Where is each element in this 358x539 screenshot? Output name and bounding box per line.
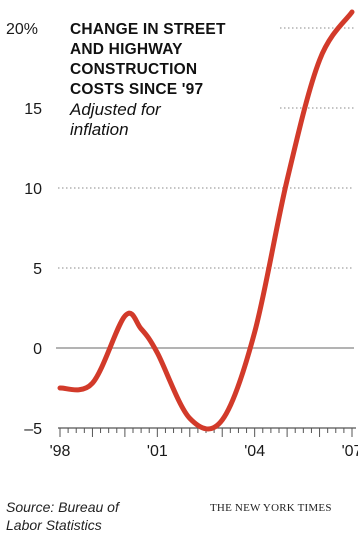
title-line: CHANGE IN STREET: [70, 21, 226, 38]
publisher-credit: THE NEW YORK TIMES: [210, 502, 332, 514]
y-tick-label: 15: [24, 101, 42, 118]
title-line: CONSTRUCTION: [70, 61, 198, 78]
y-tick-label: –5: [24, 421, 42, 438]
x-tick-label: '01: [147, 443, 168, 460]
title-line: AND HIGHWAY: [70, 41, 183, 58]
source-line: Labor Statistics: [6, 517, 102, 533]
y-tick-label: 0: [33, 341, 42, 358]
x-tick-label: '04: [244, 443, 265, 460]
y-tick-label: 10: [24, 181, 42, 198]
y-tick-label: 20%: [6, 21, 38, 38]
y-axis-ticks: 20% 15 10 5 0 –5: [6, 21, 42, 438]
x-axis-ticks: '98 '01 '04 '07: [50, 428, 358, 460]
subtitle-line: Adjusted for: [70, 100, 161, 119]
chart-subtitle: Adjusted for inflation: [70, 100, 250, 140]
x-tick-label: '98: [50, 443, 71, 460]
source-note: Source: Bureau of Labor Statistics: [6, 498, 176, 534]
subtitle-line: inflation: [70, 120, 129, 139]
chart-title: CHANGE IN STREET AND HIGHWAY CONSTRUCTIO…: [70, 20, 280, 100]
gridlines: [56, 27, 354, 349]
source-line: Source: Bureau of: [6, 499, 119, 515]
y-tick-label: 5: [33, 261, 42, 278]
title-line: COSTS SINCE '97: [70, 81, 204, 98]
x-tick-label: '07: [342, 443, 358, 460]
series-line: [57, 9, 355, 432]
